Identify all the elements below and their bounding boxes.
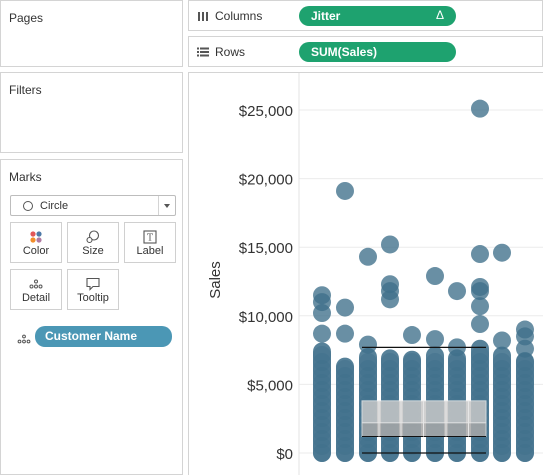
mark-point[interactable] — [471, 346, 489, 364]
delta-icon: Δ — [435, 8, 444, 22]
filters-card[interactable]: Filters — [0, 72, 183, 153]
y-tick-label: $20,000 — [239, 172, 293, 189]
tooltip-label: Tooltip — [77, 292, 109, 304]
detail-button[interactable]: Detail — [10, 269, 62, 310]
size-label: Size — [82, 245, 104, 257]
svg-text:T: T — [147, 234, 153, 244]
mark-point[interactable] — [426, 267, 444, 286]
mark-point[interactable] — [313, 324, 331, 343]
mark-type-dropdown[interactable]: Circle — [10, 195, 176, 216]
y-tick-label: $5,000 — [247, 377, 293, 394]
tooltip-button[interactable]: Tooltip — [67, 269, 119, 310]
jitter-pill-label: Jitter — [311, 9, 341, 23]
y-tick-label: $25,000 — [239, 103, 293, 120]
color-label: Color — [22, 245, 50, 257]
mark-point[interactable] — [516, 339, 534, 358]
pages-card[interactable]: Pages — [0, 0, 183, 67]
mark-point[interactable] — [336, 181, 354, 200]
mark-point[interactable] — [403, 326, 421, 345]
mark-point[interactable] — [516, 353, 534, 371]
mark-point[interactable] — [381, 290, 399, 309]
chart-view[interactable]: $0 $5,000 $10,000 $15,000 $20,000 $25,000 Sal… — [188, 72, 543, 475]
label-button[interactable]: T Label — [124, 222, 176, 263]
pages-title: Pages — [9, 11, 44, 25]
y-axis-label: Sales — [207, 261, 224, 299]
jitter-scatter-chart[interactable]: $0 $5,000 $10,000 $15,000 $20,000 $25,000 Sal… — [189, 73, 543, 475]
mark-point[interactable] — [471, 315, 489, 334]
mark-point[interactable] — [313, 304, 331, 323]
detail-label: Detail — [21, 292, 51, 304]
mark-point[interactable] — [448, 353, 466, 371]
color-palette-icon — [30, 231, 42, 243]
mark-point[interactable] — [471, 297, 489, 316]
rows-icon — [197, 47, 209, 57]
size-icon — [86, 230, 100, 244]
mark-point[interactable] — [471, 245, 489, 264]
size-button[interactable]: Size — [67, 222, 119, 263]
columns-shelf[interactable]: Columns Jitter Δ — [188, 0, 543, 31]
mark-point[interactable] — [336, 324, 354, 343]
mark-point[interactable] — [426, 353, 444, 371]
mark-type-value: Circle — [40, 200, 69, 212]
rows-label: Rows — [215, 45, 246, 59]
mark-point[interactable] — [336, 298, 354, 317]
mark-point[interactable] — [403, 353, 421, 371]
rows-shelf[interactable]: Rows SUM(Sales) — [188, 36, 543, 67]
mark-point[interactable] — [336, 360, 354, 378]
detail-icon — [29, 279, 43, 289]
mark-point[interactable] — [493, 243, 511, 262]
columns-label: Columns — [215, 9, 263, 23]
tooltip-icon — [86, 277, 100, 291]
y-tick-label: $0 — [276, 446, 293, 463]
mark-point[interactable] — [426, 330, 444, 349]
mark-point[interactable] — [381, 353, 399, 371]
chevron-down-icon — [164, 204, 170, 208]
mark-point[interactable] — [359, 353, 377, 371]
mark-point[interactable] — [471, 282, 489, 301]
customer-name-pill-label: Customer Name — [45, 329, 138, 343]
label-icon: T — [143, 230, 157, 244]
mark-point[interactable] — [313, 346, 331, 364]
sum-sales-pill[interactable]: SUM(Sales) — [299, 42, 456, 62]
mark-point[interactable] — [381, 235, 399, 254]
color-button[interactable]: Color — [10, 222, 62, 263]
filters-title: Filters — [9, 83, 42, 97]
sum-sales-pill-label: SUM(Sales) — [311, 45, 378, 59]
columns-icon — [198, 12, 208, 21]
marks-card: Marks Circle Color Size T Label — [0, 159, 183, 475]
jitter-pill[interactable]: Jitter Δ — [299, 6, 456, 26]
customer-name-pill[interactable]: Customer Name — [35, 326, 172, 347]
dropdown-toggle[interactable] — [158, 196, 175, 215]
y-tick-label: $10,000 — [239, 309, 293, 326]
mark-point[interactable] — [359, 335, 377, 354]
y-tick-label: $15,000 — [239, 240, 293, 257]
label-label: Label — [136, 245, 164, 257]
detail-icon — [17, 334, 31, 344]
mark-point[interactable] — [516, 327, 534, 346]
mark-point[interactable] — [493, 353, 511, 371]
mark-point[interactable] — [493, 331, 511, 350]
marks-title: Marks — [9, 170, 42, 184]
mark-point[interactable] — [448, 282, 466, 301]
mark-point[interactable] — [471, 99, 489, 118]
circle-icon — [23, 201, 33, 211]
mark-point[interactable] — [359, 247, 377, 266]
